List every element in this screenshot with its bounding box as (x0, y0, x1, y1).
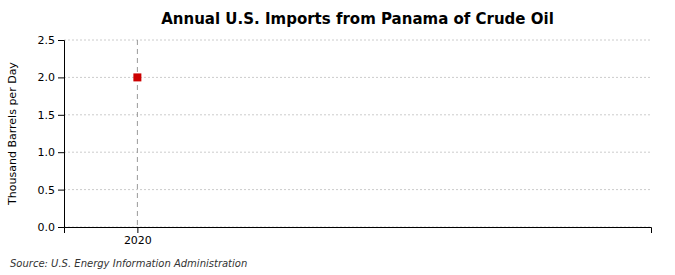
tick-mark (58, 40, 64, 41)
axis-line (58, 41, 65, 228)
tick: 0.0 (38, 221, 65, 234)
grid-line (64, 77, 651, 78)
tick-label: 0.0 (38, 221, 56, 234)
grid-line (64, 40, 651, 41)
grid-line (64, 152, 651, 153)
tick-label: 2020 (124, 234, 152, 247)
tick: 2020 (124, 227, 152, 247)
chart: 2020 0.0 0.5 1.0 1.5 2.0 2.5 Annual U.S. Import… (0, 0, 675, 275)
reference-line (137, 40, 138, 227)
tick-label: 1.0 (38, 146, 56, 159)
title: Annual U.S. Imports from Panama of Crude… (161, 10, 554, 28)
tick: 1.0 (38, 146, 65, 159)
axis-line (65, 228, 652, 234)
point (133, 73, 141, 81)
tick: 2.5 (38, 34, 65, 47)
marks (133, 40, 141, 227)
tick-mark (58, 77, 64, 78)
tick-label: 2.0 (38, 71, 56, 84)
tick: 2.0 (38, 71, 65, 84)
tick-mark (58, 190, 64, 191)
grid (64, 40, 651, 227)
tick-mark (58, 227, 64, 228)
annotation: Source: U.S. Energy Information Administ… (10, 258, 247, 269)
tick-mark (58, 152, 64, 153)
tick-label: 0.5 (38, 184, 56, 197)
y-axis-label: Thousand Barrels per Day (6, 62, 19, 206)
grid-line (64, 114, 651, 115)
tick-mark (137, 227, 138, 233)
tick-label: 2.5 (38, 34, 56, 47)
y-axis: 0.0 0.5 1.0 1.5 2.0 2.5 (38, 34, 65, 234)
plot-area: 2020 0.0 0.5 1.0 1.5 2.0 2.5 (38, 34, 652, 247)
tick-mark (58, 115, 64, 116)
tick-label: 1.5 (38, 109, 56, 122)
tick: 1.5 (38, 109, 65, 122)
tick: 0.5 (38, 184, 65, 197)
x-axis: 2020 (65, 227, 652, 247)
grid-line (64, 189, 651, 190)
